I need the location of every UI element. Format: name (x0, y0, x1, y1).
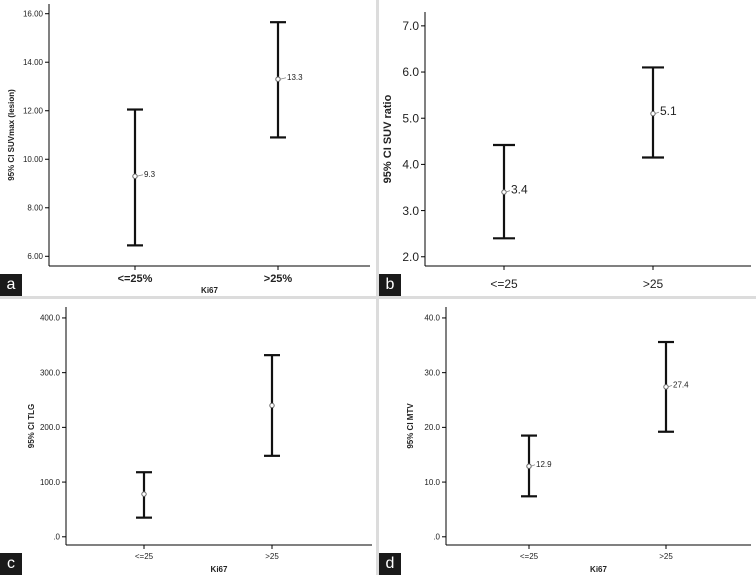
y-tick-label: 100.0 (40, 478, 61, 487)
y-tick-label: 16.00 (23, 10, 44, 19)
y-axis-label: 95% CI SUVmax (lesion) (7, 89, 16, 181)
x-tick-label: >25% (264, 273, 293, 285)
panel-c: .0 100.0 200.0 300.0 400.0 <=25 >25 95% CI TLG K… (0, 299, 376, 575)
y-tick-label: 40.0 (424, 314, 440, 323)
panel-a: 6.00 8.00 10.00 12.00 14.00 16.00 <=25% >25% 95%… (0, 0, 376, 296)
mean-point (275, 76, 281, 82)
mean-point (650, 110, 656, 117)
y-tick-label: 300.0 (40, 368, 61, 377)
y-axis-label: 95% CI MTV (406, 403, 415, 449)
y-tick-label: .0 (53, 533, 60, 542)
y-tick-label: 30.0 (424, 368, 440, 377)
y-tick-label: 400.0 (40, 314, 61, 323)
x-tick-label: <=25 (135, 552, 154, 561)
panel-letter-b: b (379, 274, 401, 296)
mean-label-leader (530, 464, 536, 467)
panel-letter-d: d (379, 553, 401, 575)
chart-b: 2.0 3.0 4.0 5.0 6.0 7.0 <=25 >25 95% CI SUV rati… (382, 12, 751, 291)
mean-label-leader (279, 77, 287, 80)
x-axis-label: Ki67 (590, 565, 607, 574)
y-tick-label: 12.00 (23, 107, 44, 116)
mean-value-label: 13.3 (287, 73, 303, 82)
panel-letter-a: a (0, 274, 22, 296)
y-tick-label: 8.00 (27, 204, 43, 213)
panel-d: .0 10.0 20.0 30.0 40.0 <=25 >25 95% CI MTV Ki67 1… (379, 299, 756, 575)
y-tick-label: 5.0 (402, 111, 419, 125)
y-tick-label: 200.0 (40, 423, 61, 432)
y-axis-label: 95% CI SUV ratio (382, 94, 394, 183)
x-tick-label: <=25 (520, 552, 539, 561)
mean-point (132, 173, 138, 179)
y-tick-label: 10.00 (23, 155, 44, 164)
chart-d: .0 10.0 20.0 30.0 40.0 <=25 >25 95% CI MTV Ki67 1… (406, 307, 751, 574)
y-tick-label: 2.0 (402, 250, 419, 264)
mean-value-label: 27.4 (673, 381, 689, 390)
mean-label-leader (136, 174, 144, 177)
panel-letter-c: c (0, 553, 22, 575)
mean-value-label: 9.3 (144, 170, 156, 179)
y-tick-label: 10.0 (424, 478, 440, 487)
mean-point (501, 189, 507, 195)
y-tick-label: 14.00 (23, 58, 44, 67)
panel-b: 2.0 3.0 4.0 5.0 6.0 7.0 <=25 >25 95% CI SUV rati… (379, 0, 756, 296)
mean-label-leader (654, 111, 660, 114)
mean-point (526, 463, 532, 469)
x-tick-label: <=25 (490, 277, 518, 291)
mean-label-leader (667, 385, 673, 388)
mean-value-label: 3.4 (511, 182, 528, 196)
x-tick-label: <=25% (118, 273, 153, 285)
y-tick-label: 6.0 (402, 65, 419, 79)
mean-value-label: 5.1 (660, 104, 677, 118)
mean-point (663, 384, 669, 390)
x-tick-label: >25 (659, 552, 673, 561)
mean-point (141, 491, 147, 497)
y-axis-label: 95% CI TLG (27, 404, 36, 448)
mean-value-label: 12.9 (536, 460, 552, 469)
chart-a: 6.00 8.00 10.00 12.00 14.00 16.00 <=25% >25% 95%… (7, 4, 370, 295)
mean-label-leader (505, 190, 511, 193)
y-tick-label: 3.0 (402, 204, 419, 218)
y-tick-label: 20.0 (424, 423, 440, 432)
y-tick-label: 6.00 (27, 252, 43, 261)
x-tick-label: >25 (643, 277, 664, 291)
x-axis-label: Ki67 (201, 286, 218, 295)
x-tick-label: >25 (265, 552, 279, 561)
y-tick-label: 4.0 (402, 158, 419, 172)
x-axis-label: Ki67 (211, 565, 228, 574)
y-tick-label: .0 (433, 533, 440, 542)
chart-c: .0 100.0 200.0 300.0 400.0 <=25 >25 95% CI TLG K… (27, 307, 372, 574)
y-tick-label: 7.0 (402, 19, 419, 33)
mean-point (269, 402, 275, 409)
